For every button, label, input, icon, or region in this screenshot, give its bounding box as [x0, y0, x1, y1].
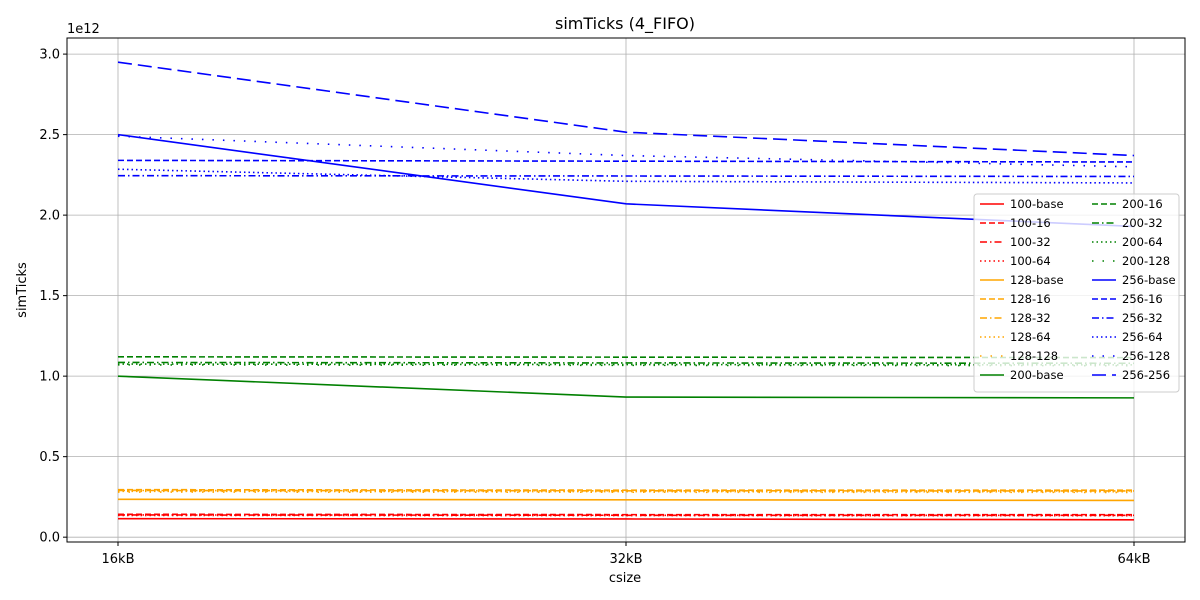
legend-label: 128-base [1010, 273, 1064, 287]
series-line-256-32 [117, 174, 1135, 178]
legend-label: 256-base [1122, 273, 1176, 287]
series-line-200-base [117, 375, 1135, 399]
y-axis: 0.0 0.5 1.0 1.5 2.0 2.5 3.0 [39, 48, 67, 546]
legend-label: 256-128 [1122, 349, 1170, 363]
series-line-200-64 [117, 363, 1135, 366]
x-axis-label: csize [609, 571, 641, 586]
legend-label: 100-base [1010, 197, 1064, 211]
legend-label: 200-32 [1122, 216, 1163, 230]
series-line-256-256 [117, 61, 1135, 157]
legend-label: 128-64 [1010, 330, 1051, 344]
legend-label: 100-64 [1010, 254, 1051, 268]
y-axis-label: simTicks [15, 262, 30, 318]
series-line-256-64 [117, 168, 1135, 184]
series-layer [117, 61, 1135, 521]
legend-label: 256-32 [1122, 311, 1163, 325]
y-tick-label: 3.0 [39, 48, 60, 63]
legend-label: 256-256 [1122, 368, 1170, 382]
x-tick-label: 32kB [610, 552, 643, 567]
y-tick-label: 1.5 [39, 289, 60, 304]
y-tick-label: 0.0 [39, 531, 60, 546]
x-axis: 16kB 32kB 64kB [102, 542, 1151, 567]
chart-title: simTicks (4_FIFO) [555, 14, 695, 34]
legend-label: 100-16 [1010, 216, 1051, 230]
series-line-100-base [117, 517, 1135, 521]
legend-label: 100-32 [1010, 235, 1051, 249]
series-line-200-16 [117, 356, 1135, 359]
series-line-256-128 [117, 135, 1135, 168]
y-offset-label: 1e12 [67, 22, 100, 37]
legend-label: 256-64 [1122, 330, 1163, 344]
y-tick-label: 1.0 [39, 370, 60, 385]
legend-label: 200-base [1010, 368, 1064, 382]
legend-label: 200-128 [1122, 254, 1170, 268]
series-line-200-32 [117, 361, 1135, 365]
legend-label: 128-32 [1010, 311, 1051, 325]
series-line-256-16 [117, 159, 1135, 163]
legend-box [973, 193, 1180, 393]
series-line-256-base [117, 133, 1135, 228]
legend-label: 256-16 [1122, 292, 1163, 306]
legend-label: 200-64 [1122, 235, 1163, 249]
x-tick-label: 64kB [1118, 552, 1151, 567]
y-tick-label: 2.5 [39, 128, 60, 143]
y-tick-label: 0.5 [39, 450, 60, 465]
legend-label: 128-16 [1010, 292, 1051, 306]
x-tick-label: 16kB [102, 552, 135, 567]
legend-label: 200-16 [1122, 197, 1163, 211]
legend: 100-base 100-16 100-32 100-64 128-base 128-16… [973, 193, 1180, 393]
y-tick-label: 2.0 [39, 209, 60, 224]
series-line-128-base [117, 498, 1135, 502]
legend-label: 128-128 [1010, 349, 1058, 363]
series-line-200-128 [117, 364, 1135, 367]
